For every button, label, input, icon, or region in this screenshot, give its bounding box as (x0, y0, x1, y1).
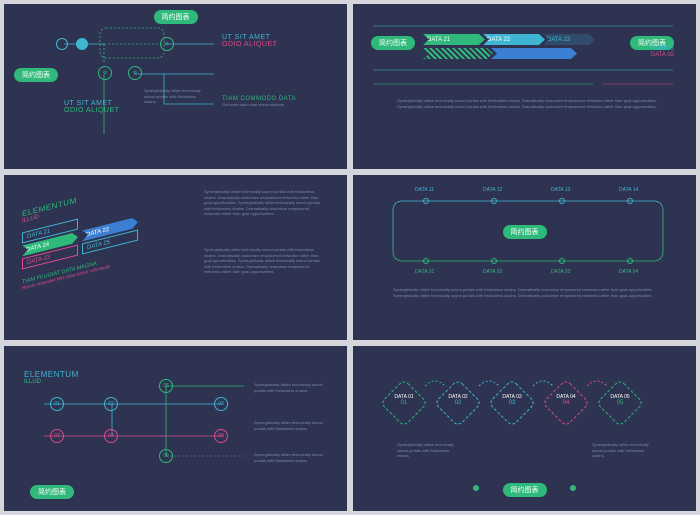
gear-node: ⚙ (128, 66, 142, 80)
d-label: DATA 0505 (607, 394, 633, 406)
slide-progress-bars: 简约图表 简约图表 DATA 21 DATA 22 DATA 23 FINIBU… (353, 4, 696, 169)
node: 02 (104, 397, 118, 411)
d-label: DATA 0202 (445, 394, 471, 406)
lbl: DATA 02 (483, 269, 502, 275)
para: Synergistically utilize technically soun… (204, 189, 324, 217)
d-label: DATA 0303 (499, 394, 525, 406)
para: Synergistically utilize technically soun… (592, 442, 652, 459)
node: 07 (214, 397, 228, 411)
hash-node: ⊘ (160, 37, 174, 51)
lines (353, 4, 696, 169)
para: Synergistically utilize technically soun… (397, 442, 457, 459)
node: 05 (159, 379, 173, 393)
dot (559, 198, 565, 204)
gear-node: ⚙ (98, 66, 112, 80)
dot (473, 485, 479, 491)
subtitle: TIAM COMMODO DATA Sint enim data vitae l… (222, 96, 312, 108)
bar: DATA 21 (423, 34, 485, 45)
dot (491, 198, 497, 204)
right-label: FINIBUS DATA 02 (650, 46, 674, 58)
node: 01 (50, 397, 64, 411)
lbl: DATA 12 (483, 187, 502, 193)
dot (491, 258, 497, 264)
bar: DATA 22 (483, 34, 545, 45)
para: Synergistically utilize technically soun… (144, 88, 204, 105)
para: Synergistically utilize technically soun… (393, 287, 663, 298)
para: Synergistically utilize technically soun… (254, 382, 334, 393)
node: 04 (104, 429, 118, 443)
lbl: DATA 14 (619, 187, 638, 193)
bar: DATA 23 (543, 34, 595, 45)
d-label: DATA 0101 (391, 394, 417, 406)
dot (559, 258, 565, 264)
node (56, 38, 68, 50)
badge: 简约图表 (503, 483, 547, 497)
slide-node-flow: 简约图表 ELEMENTUM ILLUD 01 02 03 04 05 06 0… (4, 346, 347, 511)
sub: ODIO ALIQUET (222, 41, 277, 48)
title: UT SIT AMET (222, 34, 277, 41)
timeline-lines (353, 175, 696, 340)
flowchart-lines (4, 4, 347, 169)
lbl: DATA 01 (415, 269, 434, 275)
para: Synergistically utilize technically soun… (254, 452, 334, 463)
bar (491, 48, 577, 59)
dot (423, 258, 429, 264)
slide-flowchart-1: 简约图表 简约图表 ⚙ ⚙ ⊘ UT SIT AMET ODIO ALIQUET… (4, 4, 347, 169)
dot (627, 258, 633, 264)
lbl: DATA 11 (415, 187, 434, 193)
node: 03 (50, 429, 64, 443)
node (76, 38, 88, 50)
s: DATA 02 (650, 52, 674, 58)
dot (570, 485, 576, 491)
d: Sint enim data vitae lectus elefante (222, 102, 312, 108)
lbl: DATA 04 (619, 269, 638, 275)
slide-diamonds: 简约图表 DATA 0101 DATA 0202 DATA 0303 DATA … (353, 346, 696, 511)
dot (423, 198, 429, 204)
iso-block: ELEMENTUM ILLUD DATA 21 DATA 24 DATA 22 … (22, 181, 138, 291)
title: UT SIT AMET (64, 100, 119, 107)
label-block: UT SIT AMET ODIO ALIQUET (222, 34, 277, 48)
sub: ODIO ALIQUET (64, 107, 119, 114)
slide-dual-timeline: 简约图表 DATA 11 DATA 12 DATA 13 DATA 14 DAT… (353, 175, 696, 340)
node: 06 (159, 449, 173, 463)
bar-pattern (423, 48, 493, 59)
label-block: UT SIT AMET ODIO ALIQUET (64, 100, 119, 114)
d-label: DATA 0404 (553, 394, 579, 406)
para: Synergistically utilize technically soun… (397, 98, 657, 109)
lbl: DATA 13 (551, 187, 570, 193)
dot (627, 198, 633, 204)
lbl: DATA 03 (551, 269, 570, 275)
para: Synergistically utilize technically soun… (204, 247, 324, 275)
node: 08 (214, 429, 228, 443)
para: Synergistically utilize technically soun… (254, 420, 334, 431)
slide-iso-chevrons: ELEMENTUM ILLUD DATA 21 DATA 24 DATA 22 … (4, 175, 347, 340)
